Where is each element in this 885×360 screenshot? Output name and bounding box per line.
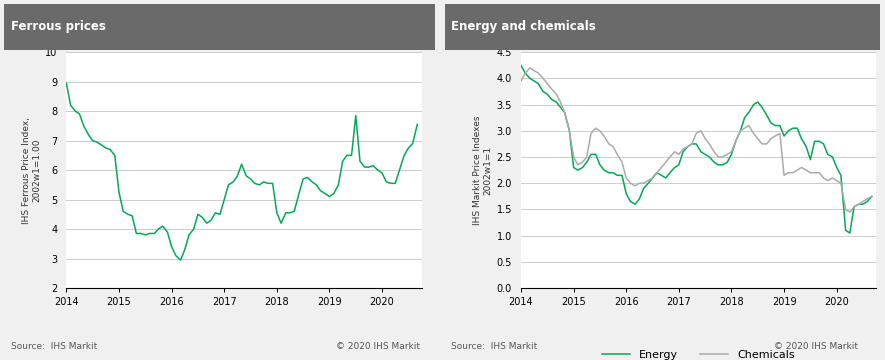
Energy	[774, 123, 785, 128]
Energy	[735, 129, 746, 133]
Energy	[866, 194, 877, 198]
Energy	[844, 231, 855, 235]
Y-axis label: IHS Markit Price Indexes
2002w1=1: IHS Markit Price Indexes 2002w1=1	[473, 115, 492, 225]
Text: © 2020 IHS Markit: © 2020 IHS Markit	[336, 342, 420, 351]
Text: Energy and chemicals: Energy and chemicals	[451, 20, 596, 33]
Chemicals	[805, 171, 816, 175]
Text: Ferrous prices: Ferrous prices	[11, 20, 105, 33]
Energy	[801, 144, 812, 149]
Chemicals	[516, 79, 527, 83]
Line: Chemicals: Chemicals	[521, 68, 872, 212]
Text: © 2020 IHS Markit: © 2020 IHS Markit	[774, 342, 858, 351]
Chemicals	[779, 173, 789, 177]
Energy	[516, 63, 527, 67]
Y-axis label: IHS Ferrous Price Index,
2002w1=1.00: IHS Ferrous Price Index, 2002w1=1.00	[21, 117, 41, 224]
Text: Source:  IHS Markit: Source: IHS Markit	[11, 342, 96, 351]
Chemicals	[713, 155, 724, 159]
Chemicals	[844, 210, 855, 214]
Energy	[819, 142, 829, 146]
Energy	[831, 165, 842, 170]
Chemicals	[822, 179, 833, 183]
Chemicals	[739, 126, 750, 130]
Chemicals	[525, 66, 535, 70]
Text: Source:  IHS Markit: Source: IHS Markit	[451, 342, 537, 351]
Chemicals	[866, 194, 877, 198]
Chemicals	[835, 181, 846, 185]
Energy	[709, 160, 720, 165]
Legend: Energy, Chemicals: Energy, Chemicals	[598, 346, 799, 360]
Line: Energy: Energy	[521, 65, 872, 233]
